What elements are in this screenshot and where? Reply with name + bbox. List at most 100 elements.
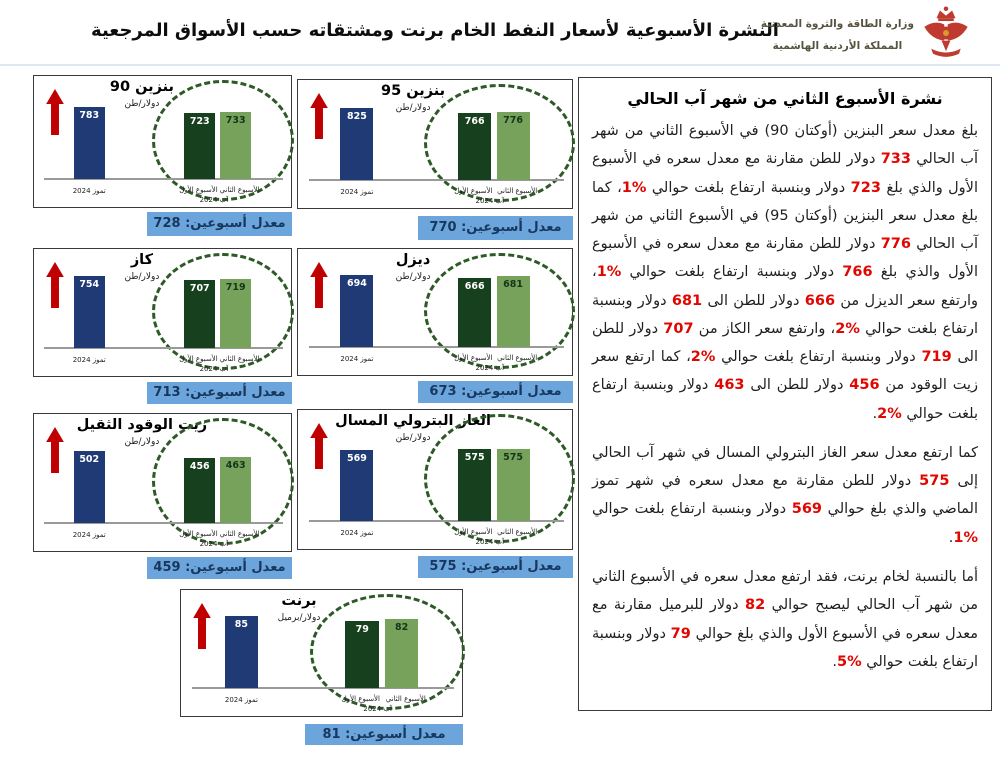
average-label: معدل أسبوعين: [461,220,562,235]
highlighted-value: 82 [745,597,766,614]
bar-prev-month: 783 [73,107,105,179]
paragraph-text: . [948,529,954,546]
page-title: النشرة الأسبوعية لأسعار النفط الخام برنت… [91,20,779,41]
average-value: 713 [153,385,181,400]
price-increase-arrow-icon [46,427,64,477]
bulletin-paragraphs: بلغ معدل سعر البنزين (أوكتان 90) في الأس… [592,117,978,676]
price-increase-arrow-icon [46,89,64,139]
paragraph-text: أما بالنسبة لخام برنت، فقد ارتفع معدل سع… [592,568,978,614]
panel-unit: دولار/طن [124,272,160,282]
bar-week1: 766 [458,113,492,180]
average-label: معدل أسبوعين: [185,216,286,231]
average-label: معدل أسبوعين: [345,727,446,742]
x-axis-line [308,520,564,522]
paragraph-text: . [832,653,838,670]
bar-week1-value: 707 [189,283,210,294]
bar-week2: 463 [220,457,252,523]
panel-title: ديزل [395,252,431,268]
week1-label: الأسبوع الأول [454,528,493,536]
price-increase-arrow-icon [310,93,328,143]
weeks-highlight-circle [424,253,575,369]
bar-week1-value: 456 [189,461,210,472]
current-month-label: آب 2024 [199,540,229,548]
bar-prev-value: 502 [79,454,100,465]
highlighted-value: %1 [621,179,647,196]
highlighted-value: 719 [921,349,952,366]
highlighted-value: 776 [880,236,911,253]
week1-label: الأسبوع الأول [454,354,493,362]
week2-label: الأسبوع الثاني [219,530,260,538]
panel-title: كاز [130,252,154,268]
current-month-label: آب 2024 [363,705,392,713]
paragraph-text: دولار وبنسبة ارتفاع بلغت حوالي [621,264,843,281]
week2-label: الأسبوع الثاني [497,354,538,362]
bar-week2-value: 82 [394,622,409,633]
highlighted-value: %2 [877,405,902,422]
panel-unit: دولار/طن [395,103,431,113]
paragraph-text: دولار للطن مقارنة مع معدل سعره في الأسبو… [592,151,978,196]
week2-label: الأسبوع الثاني [385,695,426,703]
average-value: 728 [153,216,181,231]
bar-prev-value: 694 [346,278,367,289]
paragraph-text: ، كما بلغ معدل سعر البنزين (أوكتان 95) ف… [592,179,978,253]
paragraph-text: كما ارتفع معدل سعر الغاز البترولي المسال… [592,444,978,490]
highlighted-value: 575 [919,473,950,490]
prev-month-label: تموز 2024 [340,355,374,363]
logo-line1: وزارة الطاقة والثروة المعدنية [760,17,914,30]
week1-label: الأسبوع الأول [179,355,218,363]
chart-panel: كاز دولار/طن 754 707 719 تموز 2024 الأسب… [33,248,294,377]
royal-crest-icon [920,5,972,65]
current-month-label: آب 2024 [199,196,229,204]
prev-month-label: تموز 2024 [72,531,106,539]
ministry-logo: وزارة الطاقة والثروة المعدنية المملكة ال… [761,5,972,65]
paragraph-text: دولار للطن مقارنة مع معدل سعره في الأسبو… [592,236,978,281]
bar-prev-value: 754 [79,279,100,290]
weeks-highlight-circle [152,418,294,545]
paragraph-text: بلغ معدل سعر البنزين (أوكتان 90) في الأس… [592,123,978,168]
bar-prev-month: 502 [73,451,105,523]
week1-label: الأسبوع الأول [179,530,218,538]
paragraph-text: دولار للطن الى [702,292,805,309]
bar-week1: 79 [345,621,380,688]
paragraph-text: ، وارتفع سعر الكاز من [693,320,836,337]
bulletin-paragraph: أما بالنسبة لخام برنت، فقد ارتفع معدل سع… [592,563,978,676]
weeks-highlight-circle [152,80,294,201]
two-week-average-banner: معدل أسبوعين: 673 [418,381,573,403]
average-value: 770 [429,220,457,235]
bar-week1: 666 [458,278,492,347]
bar-week1-value: 666 [464,281,485,292]
average-value: 459 [153,560,181,575]
chart-panel: الغاز البترولي المسال دولار/طن 569 575 5… [297,409,575,550]
logo-line2: المملكة الأردنية الهاشمية [772,40,903,52]
paragraph-text: دولار وبنسبة ارتفاع بلغت حوالي [592,292,978,337]
weeks-highlight-circle [152,253,294,370]
chart-panel: ديزل دولار/طن 694 666 681 تموز 2024 الأس… [297,248,575,376]
average-label: معدل أسبوعين: [185,385,286,400]
prev-month-label: تموز 2024 [224,696,258,704]
bar-week2: 575 [496,449,530,521]
panel-unit: دولار/طن [124,437,160,447]
highlighted-value: 456 [849,377,880,394]
x-axis-line [44,347,284,349]
x-axis-line [192,687,454,689]
two-week-average-banner: معدل أسبوعين: 770 [418,216,573,240]
price-increase-arrow-icon [310,423,328,473]
bar-prev-value: 85 [234,619,249,630]
bar-week2: 719 [220,279,252,348]
average-value: 673 [429,384,457,399]
x-axis-line [308,346,564,348]
highlighted-value: %5 [837,653,862,670]
paragraph-text: دولار للطن الى [592,320,978,366]
prev-month-label: تموز 2024 [72,187,106,195]
bar-prev-value: 569 [346,453,367,464]
bar-week1-value: 723 [189,116,210,127]
price-increase-arrow-icon [193,603,211,653]
week2-label: الأسبوع الثاني [497,187,538,195]
panel-title: الغاز البترولي المسال [335,413,491,429]
week1-label: الأسبوع الأول [341,695,380,703]
bar-week2-value: 719 [225,282,246,293]
highlighted-value: 681 [671,292,703,309]
bulletin-paragraph: بلغ معدل سعر البنزين (أوكتان 90) في الأس… [592,117,978,428]
price-increase-arrow-icon [46,262,64,312]
